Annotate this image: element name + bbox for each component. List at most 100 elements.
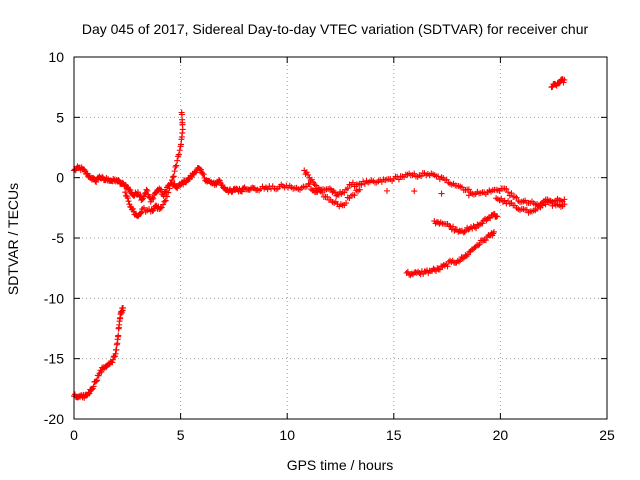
point-descent xyxy=(165,189,172,196)
y-tick-label: -10 xyxy=(44,290,64,306)
point-main xyxy=(198,166,205,173)
point-lower-branch xyxy=(315,185,322,192)
point-lower-branch xyxy=(351,192,358,199)
point-lower-branch xyxy=(324,193,331,200)
point-lower-branch xyxy=(411,188,418,195)
point-mid-segment xyxy=(479,220,486,227)
point-mid-segment xyxy=(476,221,483,228)
data-points xyxy=(71,76,568,401)
point-lower-branch xyxy=(465,192,472,199)
point-lower-branch xyxy=(343,200,350,207)
y-tick-label: 10 xyxy=(48,49,64,65)
point-mid-segment xyxy=(462,227,469,234)
point-main xyxy=(308,186,315,193)
point-descent xyxy=(167,180,174,187)
point-lower-branch xyxy=(561,201,568,208)
point-main xyxy=(239,188,246,195)
point-descent xyxy=(176,147,183,154)
point-mid-segment xyxy=(494,213,501,220)
point-main xyxy=(160,192,167,199)
point-bottom-segment xyxy=(436,266,443,273)
point-main xyxy=(141,190,148,197)
point-main xyxy=(344,185,351,192)
point-lower-branch xyxy=(383,187,390,194)
point-bottom-segment xyxy=(482,237,489,244)
point-descent xyxy=(138,209,145,216)
point-main xyxy=(162,188,169,195)
point-descent xyxy=(169,177,176,184)
x-tick-label: 25 xyxy=(599,427,615,443)
x-tick-label: 0 xyxy=(70,427,78,443)
point-bottom-segment xyxy=(463,253,470,260)
x-tick-label: 5 xyxy=(177,427,185,443)
point-mid-segment xyxy=(465,226,472,233)
point-left-rise xyxy=(86,390,93,397)
point-descent xyxy=(170,173,177,180)
point-descent xyxy=(160,201,167,208)
point-main xyxy=(333,192,340,199)
point-main xyxy=(215,177,222,184)
point-main xyxy=(503,186,510,193)
plot-frame xyxy=(73,56,608,420)
point-descent xyxy=(161,198,168,205)
point-main xyxy=(200,171,207,178)
point-main xyxy=(513,194,520,201)
point-descent xyxy=(179,116,186,123)
point-mid-segment xyxy=(473,225,480,232)
point-mid-segment xyxy=(450,223,457,230)
point-mid-segment xyxy=(471,224,478,231)
point-bottom-segment xyxy=(404,268,411,275)
point-bottom-segment xyxy=(407,272,414,279)
point-descent xyxy=(137,210,144,217)
y-axis-label: SDTVAR / TECUs xyxy=(5,183,21,295)
y-tick-label: 0 xyxy=(56,170,64,186)
point-main xyxy=(505,189,512,196)
point-descent xyxy=(125,198,132,205)
x-axis-label: GPS time / hours xyxy=(287,457,394,473)
point-descent xyxy=(162,197,169,204)
point-descent xyxy=(171,168,178,175)
point-mid-segment xyxy=(446,222,453,229)
point-main xyxy=(361,180,368,187)
point-bottom-segment xyxy=(471,244,478,251)
point-bottom-segment xyxy=(444,263,451,270)
grid xyxy=(74,57,607,419)
point-bottom-segment xyxy=(454,257,461,264)
point-bottom-segment xyxy=(491,228,498,235)
point-main xyxy=(150,195,157,202)
point-descent xyxy=(163,193,170,200)
point-descent xyxy=(173,162,180,169)
point-main xyxy=(143,186,150,193)
point-lower-branch xyxy=(311,181,318,188)
y-tick-label: -5 xyxy=(52,230,65,246)
point-main xyxy=(127,187,134,194)
point-lower-branch xyxy=(312,182,319,189)
point-main xyxy=(188,174,195,181)
point-left-rise xyxy=(98,368,105,375)
point-main xyxy=(418,173,425,180)
point-left-rise xyxy=(110,354,117,361)
point-main xyxy=(358,181,365,188)
y-tick-label: -15 xyxy=(44,351,64,367)
chart-title: Day 045 of 2017, Sidereal Day-to-day VTE… xyxy=(82,21,589,37)
point-left-rise xyxy=(120,304,127,311)
point-main xyxy=(305,180,312,187)
point-descent xyxy=(158,204,165,211)
point-main xyxy=(137,192,144,199)
point-bottom-segment xyxy=(440,261,447,268)
point-bottom-segment xyxy=(476,241,483,248)
point-lower-branch xyxy=(319,189,326,196)
point-main xyxy=(157,186,164,193)
point-top-right xyxy=(561,76,568,83)
point-left-rise xyxy=(90,383,97,390)
point-descent xyxy=(175,151,182,158)
point-descent xyxy=(172,163,179,170)
point-lower-branch xyxy=(303,169,310,176)
point-main xyxy=(326,185,333,192)
y-tick-label: 5 xyxy=(56,109,64,125)
point-main xyxy=(264,186,271,193)
point-main xyxy=(90,175,97,182)
point-descent xyxy=(122,189,129,196)
point-main xyxy=(443,176,450,183)
